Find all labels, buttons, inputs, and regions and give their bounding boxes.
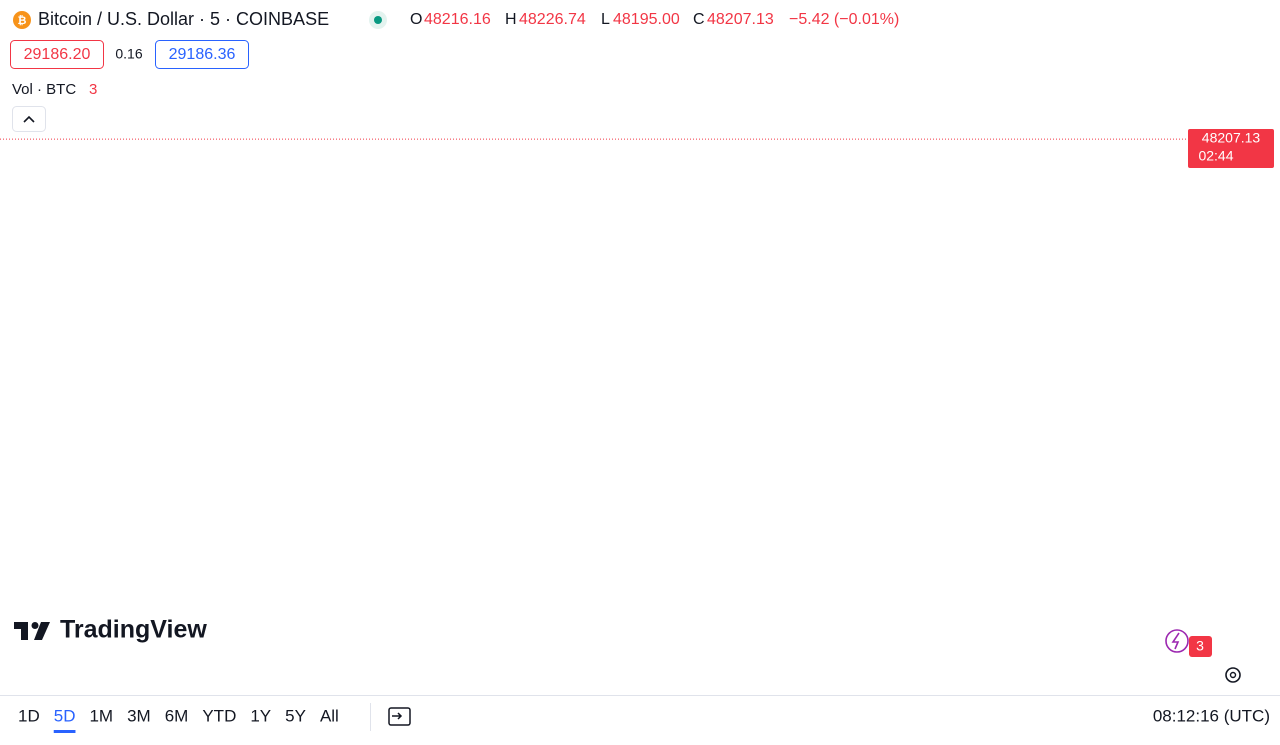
- range-button[interactable]: 5Y: [285, 706, 306, 725]
- clock: 08:12:16 (UTC): [1153, 706, 1270, 725]
- range-button[interactable]: 5D: [54, 706, 76, 725]
- ohlc-value: 48216.16: [424, 11, 491, 28]
- collapse-button[interactable]: [12, 106, 46, 132]
- range-button[interactable]: YTD: [202, 706, 236, 725]
- price-tag-value: 48207.13: [1202, 130, 1261, 146]
- range-button[interactable]: 6M: [165, 706, 189, 725]
- toolbar: 08:12:16 (UTC) 1D 5D 1M 3M 6M YTD 1Y 5Y All: [18, 703, 1270, 733]
- ohlc-label: H: [505, 11, 517, 28]
- active-underline: [53, 730, 76, 733]
- alert-icon[interactable]: [1165, 629, 1189, 653]
- range-button[interactable]: 3M: [127, 706, 151, 725]
- watermark: TradingView: [14, 616, 207, 644]
- settings[interactable]: [1225, 667, 1241, 683]
- range-button[interactable]: 1D: [18, 706, 40, 725]
- ohlc-value: 48226.74: [519, 11, 586, 28]
- sell-button[interactable]: [10, 40, 104, 69]
- alerts: 3: [1165, 629, 1241, 683]
- ohlc-label: O: [410, 11, 422, 28]
- legend: ₿ Bitcoin / U.S. Dollar · 5 · COINBASE O…: [10, 9, 899, 132]
- spread: 0.16: [115, 46, 142, 62]
- volume-label: Vol · BTC: [12, 81, 76, 98]
- alert-count: 3: [1196, 638, 1204, 654]
- ohlc-label: C: [693, 11, 705, 28]
- price-tag: 48207.13 02:44: [1188, 129, 1274, 168]
- range-button[interactable]: 1Y: [250, 706, 271, 725]
- bid[interactable]: 29186.20: [24, 46, 91, 63]
- ask[interactable]: 29186.36: [169, 46, 236, 63]
- buy-button[interactable]: [155, 40, 249, 69]
- symbol-icon: [13, 11, 31, 29]
- ohlc-value: 48207.13: [707, 11, 774, 28]
- svg-text:₿: ₿: [18, 15, 27, 27]
- countdown: 02:44: [1198, 148, 1233, 164]
- ohlc-value: 48195.00: [613, 11, 680, 28]
- market-status: [374, 16, 382, 24]
- symbol[interactable]: Bitcoin / U.S. Dollar · 5 · COINBASE: [38, 9, 329, 29]
- replay-button[interactable]: [388, 707, 411, 726]
- range-button[interactable]: All: [320, 706, 339, 725]
- range-button[interactable]: 1M: [89, 706, 113, 725]
- volume-value: 3: [89, 81, 97, 98]
- watermark-text: TradingView: [60, 616, 207, 644]
- ohlc-label: L: [601, 11, 610, 28]
- change: −5.42 (−0.01%): [789, 11, 899, 28]
